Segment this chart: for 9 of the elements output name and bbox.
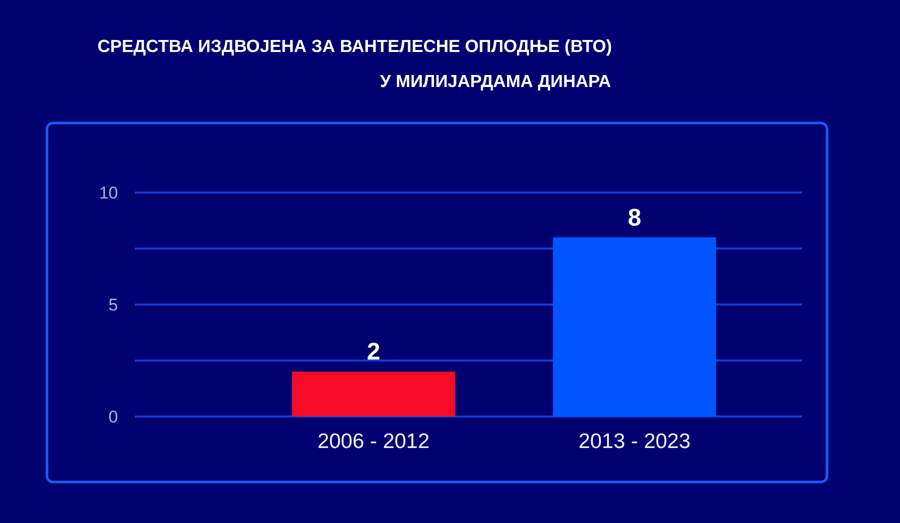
- x-tick-label: 2006 - 2012: [317, 430, 430, 453]
- data-label: 2: [366, 338, 380, 366]
- y-tick-label: 5: [108, 295, 118, 314]
- chart-subtitle: У МИЛИЈАРДАМА ДИНАРА: [380, 71, 612, 91]
- y-tick-label: 10: [99, 183, 118, 202]
- x-tick-label: 2013 - 2023: [578, 430, 691, 453]
- data-label: 8: [628, 204, 642, 232]
- y-tick-label: 0: [108, 407, 118, 426]
- chart-title: СРЕДСТВА ИЗДВОЈЕНА ЗА ВАНТЕЛЕСНЕ ОПЛОДЊЕ (ВТО): [97, 36, 612, 56]
